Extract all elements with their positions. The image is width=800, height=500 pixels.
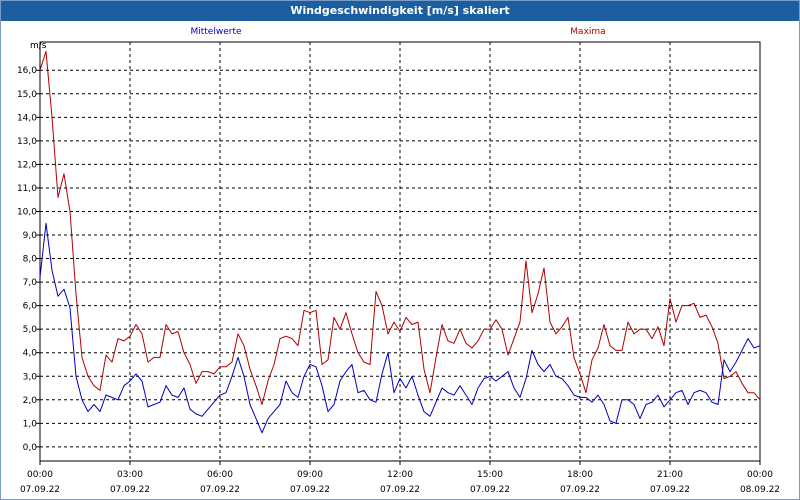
x-tick-date: 07.09.22 xyxy=(110,485,150,495)
y-tick-label: 14,0 xyxy=(17,113,37,123)
y-tick-label: 4,0 xyxy=(23,349,38,359)
window-title: Windgeschwindigkeit [m/s] skaliert xyxy=(1,1,799,21)
y-tick-label: 13,0 xyxy=(17,137,37,147)
series-lines xyxy=(39,50,761,434)
y-axis-ticks: 0,0 1,0 2,0 3,0 4,0 5,0 6,0 7,0 8,0 9,0 10,0 11,0 12… xyxy=(17,66,40,453)
x-tick-date: 07.09.22 xyxy=(290,485,330,495)
x-tick-date: 08.09.22 xyxy=(740,485,780,495)
y-tick-label: 11,0 xyxy=(17,184,37,194)
y-tick-label: 7,0 xyxy=(23,278,38,288)
y-tick-label: 12,0 xyxy=(17,160,37,170)
y-tick-label: 16,0 xyxy=(17,66,37,76)
y-tick-label: 6,0 xyxy=(23,302,38,312)
grid-lines xyxy=(40,42,760,461)
y-tick-label: 1,0 xyxy=(23,419,38,429)
x-tick-date: 07.09.22 xyxy=(470,485,510,495)
x-tick-date: 07.09.22 xyxy=(560,485,600,495)
y-tick-label: 10,0 xyxy=(17,207,37,217)
x-tick-time: 12:00 xyxy=(387,470,413,480)
series-line-mittelwerte xyxy=(39,222,761,434)
x-tick-date: 07.09.22 xyxy=(380,485,420,495)
series-line-maxima xyxy=(39,50,761,405)
x-tick-time: 21:00 xyxy=(657,470,683,480)
x-tick-time: 18:00 xyxy=(567,470,593,480)
x-tick-date: 07.09.22 xyxy=(200,485,240,495)
y-tick-label: 5,0 xyxy=(23,325,38,335)
x-tick-time: 09:00 xyxy=(297,470,323,480)
y-tick-label: 3,0 xyxy=(23,372,38,382)
y-tick-label: 0,0 xyxy=(23,443,38,453)
legend-mittelwerte: Mittelwerte xyxy=(190,27,241,37)
x-tick-time: 03:00 xyxy=(117,470,143,480)
legend-maxima: Maxima xyxy=(570,27,605,37)
y-tick-label: 8,0 xyxy=(23,255,38,265)
y-axis-label: m/s xyxy=(30,41,47,51)
y-tick-label: 9,0 xyxy=(23,231,38,241)
x-tick-time: 00:00 xyxy=(27,470,53,480)
x-tick-time: 00:00 xyxy=(747,470,773,480)
x-tick-date: 07.09.22 xyxy=(650,485,690,495)
x-axis-ticks: 00:00 07.09.22 03:00 07.09.22 06:00 07.09.22 0… xyxy=(20,461,780,495)
y-tick-label: 15,0 xyxy=(17,90,37,100)
y-tick-label: 2,0 xyxy=(23,396,38,406)
x-tick-time: 15:00 xyxy=(477,470,503,480)
x-tick-date: 07.09.22 xyxy=(20,485,60,495)
x-tick-time: 06:00 xyxy=(207,470,233,480)
